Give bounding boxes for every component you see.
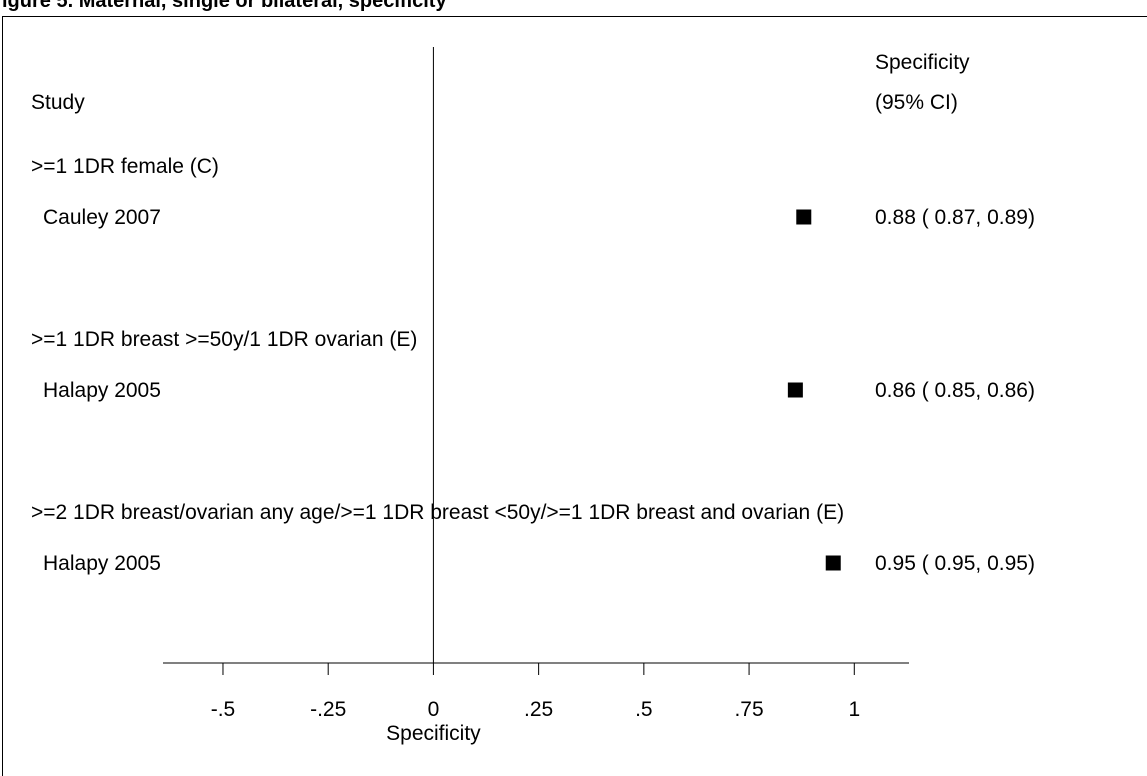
estimate-column-header-line2: (95% CI) — [875, 91, 958, 114]
study-name: Halapy 2005 — [43, 552, 161, 575]
chart-frame: -.5 -.25 0 .25 .5 .75 1 Specificity Study Specifi… — [2, 16, 1147, 776]
x-tick-label: 0 — [428, 698, 440, 721]
x-tick-label: .75 — [734, 698, 763, 721]
page-title: igure 5. Maternal, single or bilateral, … — [2, 0, 447, 12]
estimate-column-header-line1: Specificity — [875, 51, 970, 74]
plot-text: -.5 -.25 0 .25 .5 .75 1 Specificity Study Specifi… — [31, 51, 1035, 745]
estimate-value-text: 0.95 ( 0.95, 0.95) — [875, 552, 1035, 575]
estimate-value-text: 0.86 ( 0.85, 0.86) — [875, 379, 1035, 402]
study-name: Cauley 2007 — [43, 206, 161, 229]
x-axis-label: Specificity — [386, 722, 481, 745]
study-column-header: Study — [31, 91, 85, 114]
estimate-value-text: 0.88 ( 0.87, 0.89) — [875, 206, 1035, 229]
forest-plot: -.5 -.25 0 .25 .5 .75 1 Specificity Study Specifi… — [31, 47, 1035, 745]
plot-marks — [787, 209, 841, 571]
group-label: >=1 1DR breast >=50y/1 1DR ovarian (E) — [31, 328, 417, 351]
estimate-marker — [796, 209, 812, 225]
plot-lines — [163, 47, 909, 675]
study-name: Halapy 2005 — [43, 379, 161, 402]
group-label: >=2 1DR breast/ovarian any age/>=1 1DR b… — [31, 501, 844, 524]
group-label: >=1 1DR female (C) — [31, 155, 219, 178]
x-tick-label: -.25 — [310, 698, 346, 721]
x-tick-label: -.5 — [211, 698, 236, 721]
x-tick-label: 1 — [848, 698, 860, 721]
estimate-marker — [825, 555, 841, 571]
x-tick-label: .25 — [524, 698, 553, 721]
x-tick-label: .5 — [635, 698, 653, 721]
estimate-marker — [787, 382, 803, 398]
